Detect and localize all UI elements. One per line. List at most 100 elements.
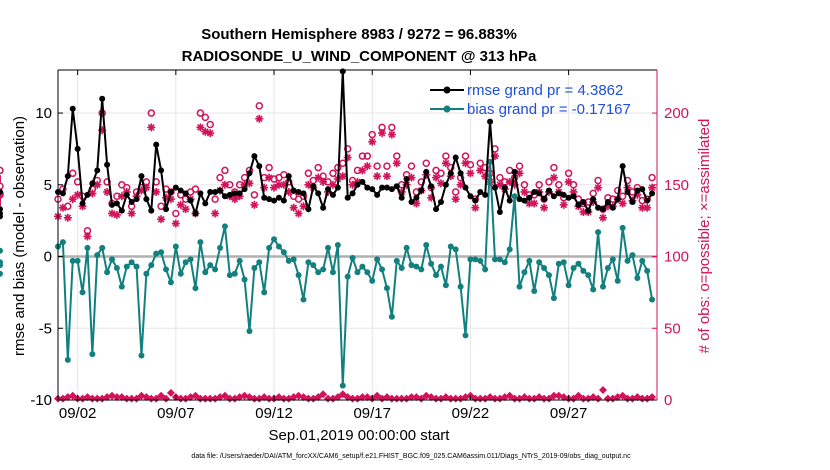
rmse-point	[423, 168, 430, 175]
bias-point	[462, 332, 469, 339]
bias-point	[349, 254, 356, 261]
rmse-point	[187, 197, 194, 204]
rmse-point	[383, 184, 390, 191]
rmse-point	[609, 204, 616, 211]
rmse-point	[212, 188, 219, 195]
y-tick-label-left: -10	[30, 392, 52, 409]
rmse-point	[79, 200, 86, 207]
bias-point	[482, 266, 489, 273]
bottom-obs-marker	[579, 394, 588, 403]
rmse-point	[251, 153, 258, 160]
rmse-point	[649, 190, 656, 197]
rmse-point	[0, 213, 3, 220]
bias-point	[197, 239, 204, 246]
rmse-point	[555, 190, 562, 197]
assimilated-obs-marker-stroke	[467, 169, 474, 177]
bias-point	[565, 282, 572, 289]
bias-point	[639, 257, 646, 264]
assimilated-obs-marker-stroke	[295, 210, 302, 217]
bottom-obs-marker	[162, 394, 171, 403]
assimilated-obs-marker-stroke	[560, 201, 568, 209]
x-axis-label: Sep.01,2019 00:00:00 start	[269, 427, 451, 444]
assimilated-obs-marker	[181, 205, 190, 214]
bias-point	[74, 257, 81, 264]
bottom-obs-marker	[166, 388, 175, 397]
rmse-point	[437, 199, 444, 205]
assimilated-obs-marker-stroke	[368, 138, 376, 146]
assimilated-obs-marker-stroke	[565, 178, 573, 186]
rmse-point	[334, 184, 341, 191]
bias-point	[575, 260, 582, 267]
assimilated-obs-marker-stroke	[103, 188, 111, 196]
rmse-point	[447, 170, 454, 177]
bottom-obs-marker	[510, 394, 519, 403]
rmse-point	[570, 193, 577, 200]
bias-point	[0, 259, 3, 266]
rmse-point	[236, 190, 243, 197]
assimilated-obs-marker-stroke	[550, 174, 558, 182]
bias-point	[280, 249, 287, 256]
rmse-point	[408, 199, 415, 205]
bias-point	[226, 272, 233, 279]
possible-obs-marker	[172, 209, 180, 218]
bias-point	[487, 158, 494, 165]
bias-point	[182, 259, 189, 266]
possible-obs-marker	[648, 173, 656, 182]
bottom-obs-marker	[250, 394, 259, 403]
bias-point	[393, 257, 400, 264]
rmse-point	[418, 187, 425, 194]
assimilated-obs-marker-stroke	[280, 181, 288, 189]
bias-point	[128, 259, 135, 266]
bias-point	[379, 266, 386, 273]
bottom-obs-marker	[176, 394, 185, 403]
assimilated-obs-marker	[476, 166, 485, 175]
data-file-footer: data file: /Users/raeder/DAI/ATM_forcXX/…	[191, 453, 631, 460]
assimilated-obs-marker	[520, 187, 529, 196]
possible-obs-marker	[265, 163, 273, 172]
bias-point	[123, 263, 130, 270]
rmse-point	[452, 154, 459, 161]
possible-obs-marker	[343, 145, 352, 153]
bias-point	[251, 265, 258, 271]
bias-point	[555, 260, 562, 267]
rmse-point	[74, 145, 81, 152]
bias-point	[0, 247, 3, 254]
possible-obs-marker	[0, 166, 4, 175]
assimilated-obs-marker-stroke	[285, 188, 293, 196]
rmse-point	[300, 190, 307, 197]
possible-obs-marker	[451, 188, 460, 196]
rmse-point	[99, 95, 106, 102]
rmse-point	[231, 190, 238, 197]
assimilated-obs-marker-stroke	[172, 220, 180, 227]
chart-subtitle: RADIOSONDE_U_WIND_COMPONENT @ 313 hPa	[182, 48, 537, 65]
possible-obs-marker	[255, 102, 264, 110]
rmse-point	[506, 197, 513, 204]
bias-point	[437, 263, 444, 270]
rmse-point	[275, 194, 282, 201]
assimilated-obs-marker-stroke	[638, 204, 646, 212]
bias-point	[570, 265, 577, 271]
bias-point	[506, 246, 513, 253]
possible-obs-marker	[373, 162, 381, 170]
y-tick-label-right: 50	[664, 320, 681, 337]
possible-obs-marker	[422, 159, 430, 168]
rmse-point	[393, 183, 400, 190]
assimilated-obs-marker	[83, 232, 92, 241]
bias-point	[590, 286, 597, 293]
bias-point	[447, 243, 454, 250]
bias-point	[221, 223, 228, 230]
rmse-point	[565, 194, 572, 201]
rmse-point	[109, 201, 116, 208]
assimilated-obs-marker	[569, 187, 578, 196]
assimilated-obs-marker	[598, 213, 607, 222]
assimilated-obs-marker-stroke	[393, 159, 401, 167]
rmse-point	[207, 188, 214, 195]
rmse-point	[202, 200, 209, 207]
possible-obs-marker	[388, 123, 396, 132]
rmse-point	[545, 187, 552, 194]
assimilated-obs-marker	[363, 162, 372, 171]
assimilated-obs-marker	[432, 173, 441, 182]
assimilated-obs-marker	[230, 195, 239, 204]
rmse-point	[442, 181, 449, 188]
bottom-obs-marker	[549, 391, 558, 400]
